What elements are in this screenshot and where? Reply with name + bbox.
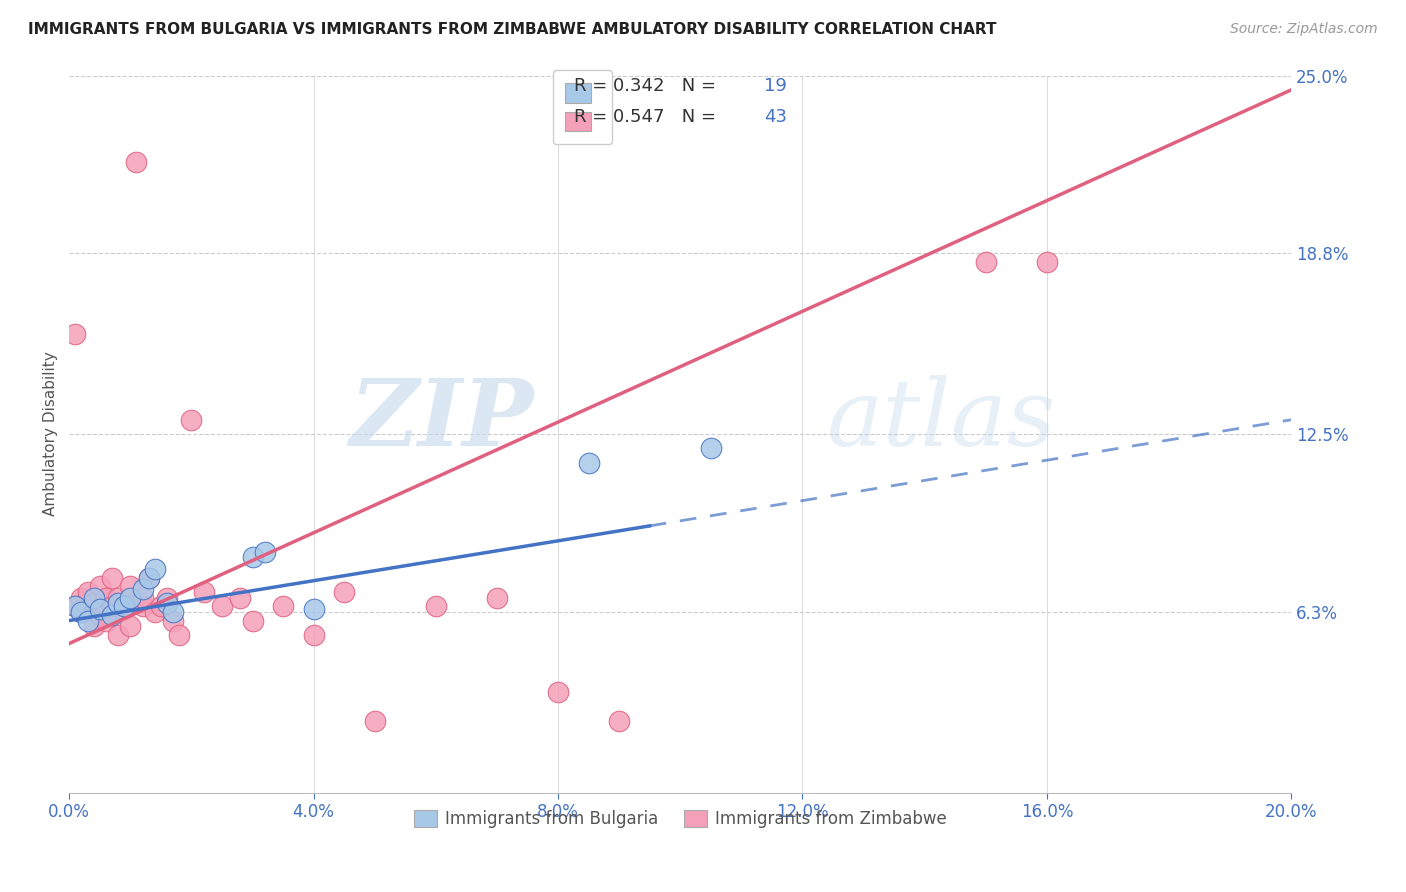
Point bbox=[138, 570, 160, 584]
Point bbox=[211, 599, 233, 614]
Point bbox=[229, 591, 252, 605]
Point bbox=[193, 585, 215, 599]
Point bbox=[547, 685, 569, 699]
Point bbox=[94, 591, 117, 605]
Point bbox=[131, 599, 153, 614]
Point bbox=[101, 570, 124, 584]
Point bbox=[162, 614, 184, 628]
Point bbox=[578, 456, 600, 470]
Text: R = 0.547   N =: R = 0.547 N = bbox=[575, 108, 723, 126]
Point bbox=[271, 599, 294, 614]
Point bbox=[120, 579, 142, 593]
Point bbox=[143, 562, 166, 576]
Point bbox=[89, 602, 111, 616]
Text: 19: 19 bbox=[763, 77, 787, 95]
Point bbox=[70, 605, 93, 619]
Point bbox=[120, 619, 142, 633]
Point bbox=[156, 596, 179, 610]
Point bbox=[65, 326, 87, 341]
Text: atlas: atlas bbox=[827, 375, 1056, 465]
Y-axis label: Ambulatory Disability: Ambulatory Disability bbox=[44, 351, 58, 516]
Point bbox=[974, 255, 997, 269]
Text: R = 0.342   N =: R = 0.342 N = bbox=[575, 77, 723, 95]
Text: IMMIGRANTS FROM BULGARIA VS IMMIGRANTS FROM ZIMBABWE AMBULATORY DISABILITY CORRE: IMMIGRANTS FROM BULGARIA VS IMMIGRANTS F… bbox=[28, 22, 997, 37]
Point bbox=[89, 579, 111, 593]
Point bbox=[156, 591, 179, 605]
Point bbox=[1036, 255, 1059, 269]
Text: Source: ZipAtlas.com: Source: ZipAtlas.com bbox=[1230, 22, 1378, 37]
Point bbox=[607, 714, 630, 728]
Point bbox=[112, 599, 135, 614]
Point bbox=[143, 605, 166, 619]
Point bbox=[425, 599, 447, 614]
Legend: Immigrants from Bulgaria, Immigrants from Zimbabwe: Immigrants from Bulgaria, Immigrants fro… bbox=[406, 803, 953, 835]
Point bbox=[120, 591, 142, 605]
Point bbox=[131, 591, 153, 605]
Point bbox=[65, 599, 87, 614]
Point bbox=[700, 442, 723, 456]
Point bbox=[83, 619, 105, 633]
Point bbox=[107, 596, 129, 610]
Point bbox=[70, 605, 93, 619]
Point bbox=[131, 582, 153, 596]
Point bbox=[125, 154, 148, 169]
Point bbox=[364, 714, 387, 728]
Point bbox=[485, 591, 508, 605]
Point bbox=[149, 599, 172, 614]
Point bbox=[101, 607, 124, 622]
Point bbox=[138, 570, 160, 584]
Point bbox=[76, 614, 98, 628]
Point bbox=[89, 607, 111, 622]
Point bbox=[180, 413, 202, 427]
Text: 43: 43 bbox=[763, 108, 787, 126]
Point bbox=[76, 585, 98, 599]
Point bbox=[107, 628, 129, 642]
Point bbox=[65, 599, 87, 614]
Point bbox=[302, 628, 325, 642]
Point bbox=[83, 591, 105, 605]
Point bbox=[83, 596, 105, 610]
Point bbox=[167, 628, 190, 642]
Point bbox=[76, 602, 98, 616]
Point bbox=[333, 585, 356, 599]
Point bbox=[242, 614, 264, 628]
Point bbox=[302, 602, 325, 616]
Point bbox=[253, 544, 276, 558]
Point bbox=[112, 602, 135, 616]
Point bbox=[70, 591, 93, 605]
Point bbox=[101, 599, 124, 614]
Point bbox=[162, 605, 184, 619]
Text: ZIP: ZIP bbox=[349, 375, 534, 465]
Point bbox=[107, 591, 129, 605]
Point bbox=[94, 614, 117, 628]
Point bbox=[242, 550, 264, 565]
